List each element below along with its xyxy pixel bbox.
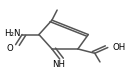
- Text: O: O: [6, 44, 13, 53]
- Text: OH: OH: [113, 43, 126, 52]
- Text: NH: NH: [53, 60, 66, 69]
- Text: H₂N: H₂N: [4, 29, 20, 38]
